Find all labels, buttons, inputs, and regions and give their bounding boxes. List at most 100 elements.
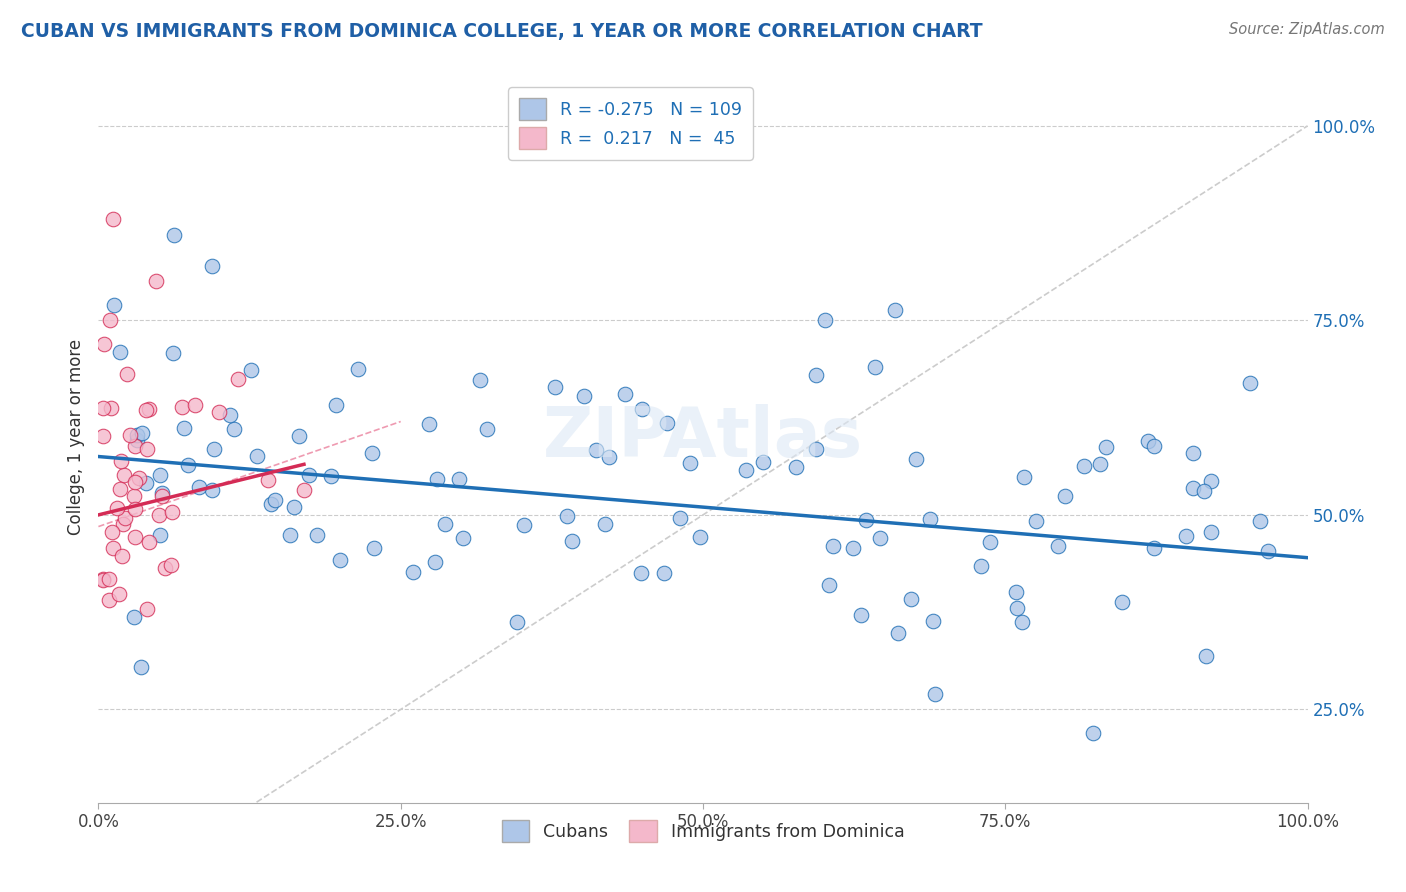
- Point: [117, 368, 139, 382]
- Point: [135, 403, 157, 417]
- Point: [105, 500, 128, 515]
- Point: [652, 566, 675, 580]
- Point: [108, 587, 131, 601]
- Point: [124, 530, 146, 544]
- Point: [1199, 474, 1222, 488]
- Point: [124, 475, 146, 490]
- Y-axis label: College, 1 year or more: College, 1 year or more: [66, 339, 84, 535]
- Point: [162, 505, 184, 519]
- Text: CUBAN VS IMMIGRANTS FROM DOMINICA COLLEGE, 1 YEAR OR MORE CORRELATION CHART: CUBAN VS IMMIGRANTS FROM DOMINICA COLLEG…: [21, 22, 983, 41]
- Point: [91, 401, 114, 415]
- Point: [91, 573, 114, 587]
- Point: [572, 389, 595, 403]
- Point: [1181, 446, 1204, 460]
- Point: [122, 610, 145, 624]
- Point: [110, 454, 132, 468]
- Point: [135, 476, 157, 491]
- Point: [184, 398, 207, 412]
- Point: [813, 312, 835, 326]
- Point: [1011, 615, 1033, 629]
- Text: Source: ZipAtlas.com: Source: ZipAtlas.com: [1229, 22, 1385, 37]
- Point: [900, 591, 922, 606]
- Point: [1054, 489, 1077, 503]
- Point: [347, 362, 370, 376]
- Point: [129, 659, 152, 673]
- Point: [1137, 434, 1160, 449]
- Point: [468, 373, 491, 387]
- Point: [804, 368, 827, 382]
- Point: [98, 313, 121, 327]
- Point: [585, 442, 607, 457]
- Point: [201, 259, 224, 273]
- Point: [1047, 540, 1070, 554]
- Point: [124, 489, 146, 503]
- Point: [149, 528, 172, 542]
- Point: [475, 422, 498, 436]
- Point: [863, 359, 886, 374]
- Point: [884, 303, 907, 318]
- Point: [114, 511, 136, 525]
- Point: [170, 401, 193, 415]
- Point: [679, 456, 702, 470]
- Point: [1111, 595, 1133, 609]
- Point: [91, 572, 114, 586]
- Point: [292, 483, 315, 497]
- Point: [1143, 541, 1166, 555]
- Point: [108, 482, 131, 496]
- Point: [1143, 439, 1166, 453]
- Point: [1083, 725, 1105, 739]
- Point: [138, 402, 160, 417]
- Point: [869, 531, 891, 545]
- Point: [202, 442, 225, 457]
- Point: [148, 508, 170, 523]
- Point: [904, 452, 927, 467]
- Point: [177, 458, 200, 473]
- Point: [120, 428, 142, 442]
- Point: [124, 439, 146, 453]
- Point: [631, 402, 654, 417]
- Point: [329, 553, 352, 567]
- Point: [821, 539, 844, 553]
- Point: [224, 422, 246, 436]
- Point: [150, 489, 173, 503]
- Point: [613, 387, 636, 401]
- Point: [91, 428, 114, 442]
- Point: [506, 615, 529, 629]
- Point: [1007, 601, 1029, 615]
- Point: [855, 513, 877, 527]
- Point: [101, 541, 124, 555]
- Point: [160, 558, 183, 573]
- Point: [125, 433, 148, 447]
- Point: [100, 401, 122, 415]
- Point: [1257, 544, 1279, 558]
- Point: [321, 468, 343, 483]
- Point: [447, 472, 470, 486]
- Point: [260, 497, 283, 511]
- Point: [655, 416, 678, 430]
- Point: [1014, 470, 1036, 484]
- Point: [125, 428, 148, 442]
- Point: [360, 446, 382, 460]
- Point: [669, 510, 692, 524]
- Point: [979, 534, 1001, 549]
- Point: [283, 500, 305, 514]
- Point: [97, 592, 120, 607]
- Point: [970, 558, 993, 573]
- Point: [1073, 458, 1095, 473]
- Point: [363, 541, 385, 555]
- Point: [1005, 584, 1028, 599]
- Point: [219, 408, 242, 422]
- Point: [256, 473, 278, 487]
- Point: [402, 566, 425, 580]
- Point: [112, 468, 135, 483]
- Point: [1249, 514, 1271, 528]
- Point: [817, 578, 839, 592]
- Point: [263, 492, 285, 507]
- Point: [1025, 514, 1047, 528]
- Point: [886, 625, 908, 640]
- Point: [128, 471, 150, 485]
- Point: [735, 463, 758, 477]
- Text: ZIPAtlas: ZIPAtlas: [543, 403, 863, 471]
- Point: [1195, 648, 1218, 663]
- Point: [593, 517, 616, 532]
